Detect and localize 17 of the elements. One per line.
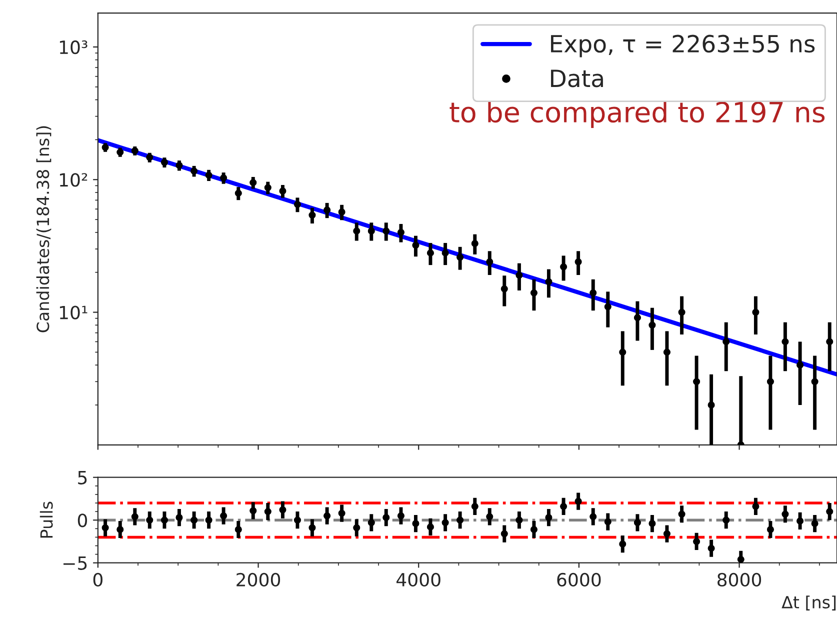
legend-label: Data [551, 70, 603, 88]
y-tick-label: 10¹ [60, 306, 88, 320]
y-tick-label: −5 [64, 556, 87, 570]
legend-label: Expo, τ = 2263±55 ns [551, 34, 815, 58]
x-tick-label: 8000 [718, 572, 762, 587]
y-tick-label: 0 [78, 514, 88, 528]
y-axis-title: Pulls [40, 502, 53, 538]
y-tick-label: 5 [78, 471, 87, 484]
y-tick-label: 10² [60, 173, 88, 187]
y-axis-title: Candidates/(184.38 [ns]) [36, 126, 52, 332]
x-tick-label: 6000 [557, 572, 601, 587]
x-tick-label: 4000 [396, 572, 440, 587]
x-axis-title: Δt [ns] [782, 596, 836, 610]
x-tick-label: 0 [93, 572, 102, 587]
y-tick-label: 10³ [60, 40, 88, 54]
annotation: to be compared to 2197 ns [450, 101, 825, 128]
x-tick-label: 2000 [236, 572, 280, 587]
